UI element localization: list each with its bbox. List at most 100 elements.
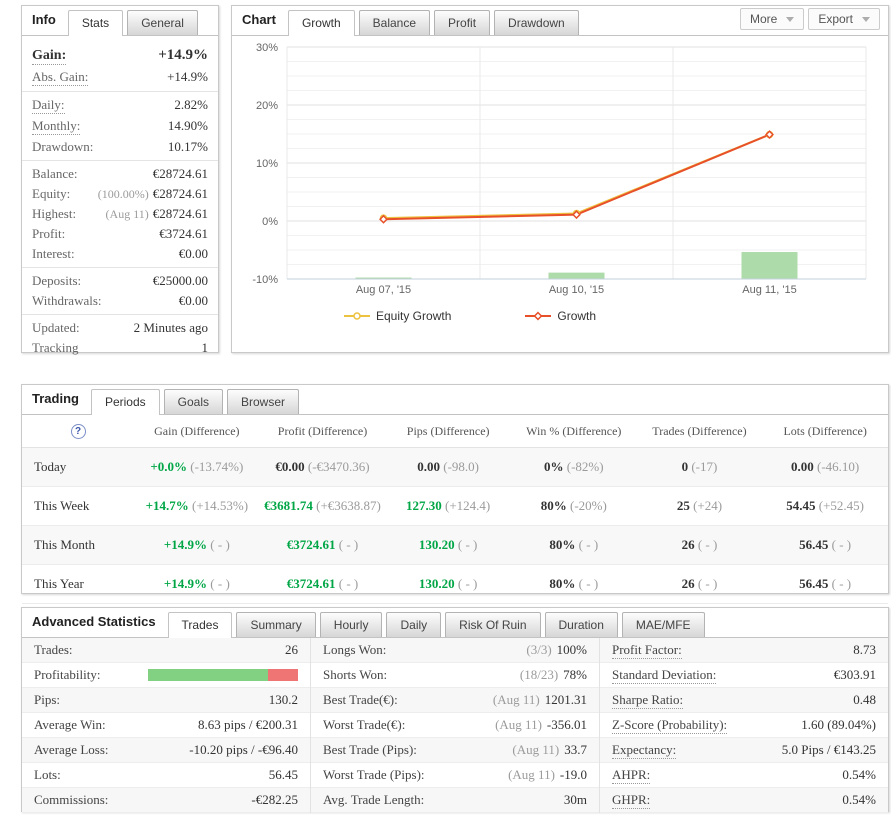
trading-column-header-profit-difference: Profit (Difference)	[259, 415, 386, 448]
info-tab-general[interactable]: General	[127, 10, 198, 35]
info-value-group: +14.9%	[158, 47, 208, 63]
stat-note: (Aug 11)	[495, 717, 542, 732]
stat-value-group: (18/23) 78%	[520, 667, 587, 683]
cell-diff-value: (-46.10)	[817, 459, 860, 474]
volume-bar	[741, 252, 798, 279]
chart-tab-growth[interactable]: Growth	[287, 10, 355, 36]
chart-tabbar: Chart Growth Balance Profit Drawdown More E…	[232, 6, 888, 36]
cell-main-value: 56.45	[799, 537, 829, 552]
chart-panel-title: Chart	[242, 12, 276, 27]
advanced-statistics-panel: Advanced Statistics Trades Summary Hourly D…	[21, 607, 889, 813]
export-button[interactable]: Export	[808, 8, 880, 30]
trading-cell: 130.20 ( - )	[385, 525, 511, 565]
cell-main-value: +0.0%	[150, 459, 187, 474]
cell-main-value: €3681.74	[264, 498, 313, 513]
stat-row-standard-deviation: Standard Deviation: €303.91	[600, 663, 888, 688]
info-value: €28724.61	[152, 206, 208, 221]
legend-item-growth[interactable]: Growth	[525, 309, 596, 323]
stat-row-average-win: Average Win: 8.63 pips / €200.31	[22, 713, 310, 738]
legend-item-equity-growth[interactable]: Equity Growth	[344, 309, 451, 323]
cell-diff-value: ( - )	[697, 576, 718, 591]
trading-table: ? Gain (Difference) Profit (Difference) Pi…	[22, 415, 888, 604]
trading-tab-periods[interactable]: Periods	[90, 389, 160, 415]
advanced-stats-column-2: Longs Won: (3/3) 100% Shorts Won: (18/23) 78%…	[310, 638, 599, 813]
advanced-tab-trades[interactable]: Trades	[167, 612, 233, 638]
trading-tab-goals[interactable]: Goals	[163, 389, 223, 414]
stat-value: 0.54%	[842, 792, 876, 807]
info-value-group: 2.82%	[174, 97, 208, 113]
y-tick-label: 30%	[256, 42, 278, 54]
legend-label: Growth	[557, 309, 597, 323]
stat-row-profit-factor: Profit Factor: 8.73	[600, 638, 888, 663]
stat-label[interactable]: Sharpe Ratio:	[612, 691, 684, 709]
stat-value-group: -€282.25	[251, 792, 298, 808]
stat-value: 78%	[563, 667, 587, 682]
stat-label: Lots:	[34, 767, 61, 782]
trading-tab-browser[interactable]: Browser	[227, 389, 300, 414]
stat-value: 1.60 (89.04%)	[801, 717, 876, 732]
stat-value-group: 1.60 (89.04%)	[801, 717, 876, 733]
growth-chart[interactable]: 30% 20% 10% 0% -10% Aug 07, '15 Aug 10, '15 Aug…	[232, 36, 888, 301]
cell-diff-value: (+€3638.87)	[316, 498, 381, 513]
stat-label[interactable]: Expectancy:	[612, 741, 677, 759]
info-note: (100.00%)	[97, 187, 149, 201]
chart-tab-profit[interactable]: Profit	[434, 10, 491, 35]
stat-row-trades: Trades: 26	[22, 638, 310, 663]
advanced-tab-summary[interactable]: Summary	[236, 612, 316, 637]
advanced-stats-body: Trades: 26 Profitability: Pips: 130.2 Average…	[22, 638, 888, 813]
info-label[interactable]: Monthly:	[32, 118, 81, 135]
chart-tab-balance[interactable]: Balance	[358, 10, 431, 35]
stat-row-ahpr: AHPR: 0.54%	[600, 763, 888, 788]
chart-tab-drawdown[interactable]: Drawdown	[494, 10, 579, 35]
stat-value: 0.48	[853, 692, 876, 707]
stat-value-group: 26	[285, 642, 298, 658]
info-row-profit: Profit: €3724.61	[22, 224, 218, 244]
info-value: 10.17%	[167, 139, 208, 154]
trading-cell: 54.45 (+52.45)	[762, 486, 888, 526]
advanced-tab-hourly[interactable]: Hourly	[319, 612, 383, 637]
info-value-group: +14.9%	[167, 69, 208, 85]
cell-diff-value: (-13.74%)	[190, 459, 244, 474]
info-value-group: (Aug 11) €28724.61	[106, 206, 208, 222]
cell-diff-value: (-17)	[691, 459, 718, 474]
stat-label[interactable]: Standard Deviation:	[612, 666, 717, 684]
info-label[interactable]: Daily:	[32, 97, 65, 114]
trading-cell: 26 ( - )	[636, 564, 763, 604]
cell-main-value: €0.00	[275, 459, 305, 474]
info-value: +14.9%	[158, 47, 208, 63]
info-label[interactable]: Gain:	[32, 48, 67, 65]
info-label: Tracking	[32, 340, 79, 355]
advanced-tab-duration[interactable]: Duration	[544, 612, 618, 637]
stat-row-worst-trade-pips: Worst Trade (Pips): (Aug 11) -19.0	[311, 763, 599, 788]
trading-cell: 0% (-82%)	[510, 447, 637, 487]
stat-label[interactable]: Z-Score (Probability):	[612, 716, 728, 734]
more-button[interactable]: More	[739, 8, 805, 30]
stat-label[interactable]: AHPR:	[612, 766, 651, 784]
help-icon[interactable]: ?	[70, 424, 86, 439]
stat-value: €303.91	[833, 667, 876, 682]
advanced-tab-risk-of-ruin[interactable]: Risk Of Ruin	[445, 612, 541, 637]
stat-label[interactable]: GHPR:	[612, 791, 651, 809]
info-label: Highest:	[32, 206, 77, 221]
cell-main-value: €3724.61	[286, 576, 336, 591]
info-label[interactable]: Abs. Gain:	[32, 69, 89, 86]
advanced-tab-daily[interactable]: Daily	[386, 612, 442, 637]
info-value: 1	[201, 340, 209, 355]
advanced-tab-mae-mfe[interactable]: MAE/MFE	[621, 612, 705, 637]
trading-row-label: Today	[22, 447, 134, 487]
trading-column-header-win-difference: Win % (Difference)	[510, 415, 637, 448]
stat-label[interactable]: Profit Factor:	[612, 641, 682, 659]
volume-bar	[548, 272, 605, 279]
cell-main-value: 25	[676, 498, 690, 513]
cell-main-value: 130.20	[418, 576, 455, 591]
trading-row-this-month: This Month +14.9% ( - ) €3724.61 ( - ) 130.…	[22, 525, 888, 565]
info-value-group: 10.17%	[168, 139, 208, 155]
cell-diff-value: ( - )	[457, 537, 478, 552]
stat-value: 26	[285, 642, 298, 657]
cell-main-value: 80%	[549, 537, 576, 552]
legend-marker-icon	[525, 311, 552, 321]
cell-main-value: 0	[681, 459, 689, 474]
info-section: Gain: +14.9% Abs. Gain: +14.9%	[22, 40, 218, 88]
cell-main-value: +14.7%	[145, 498, 189, 513]
info-tab-stats[interactable]: Stats	[67, 10, 124, 36]
